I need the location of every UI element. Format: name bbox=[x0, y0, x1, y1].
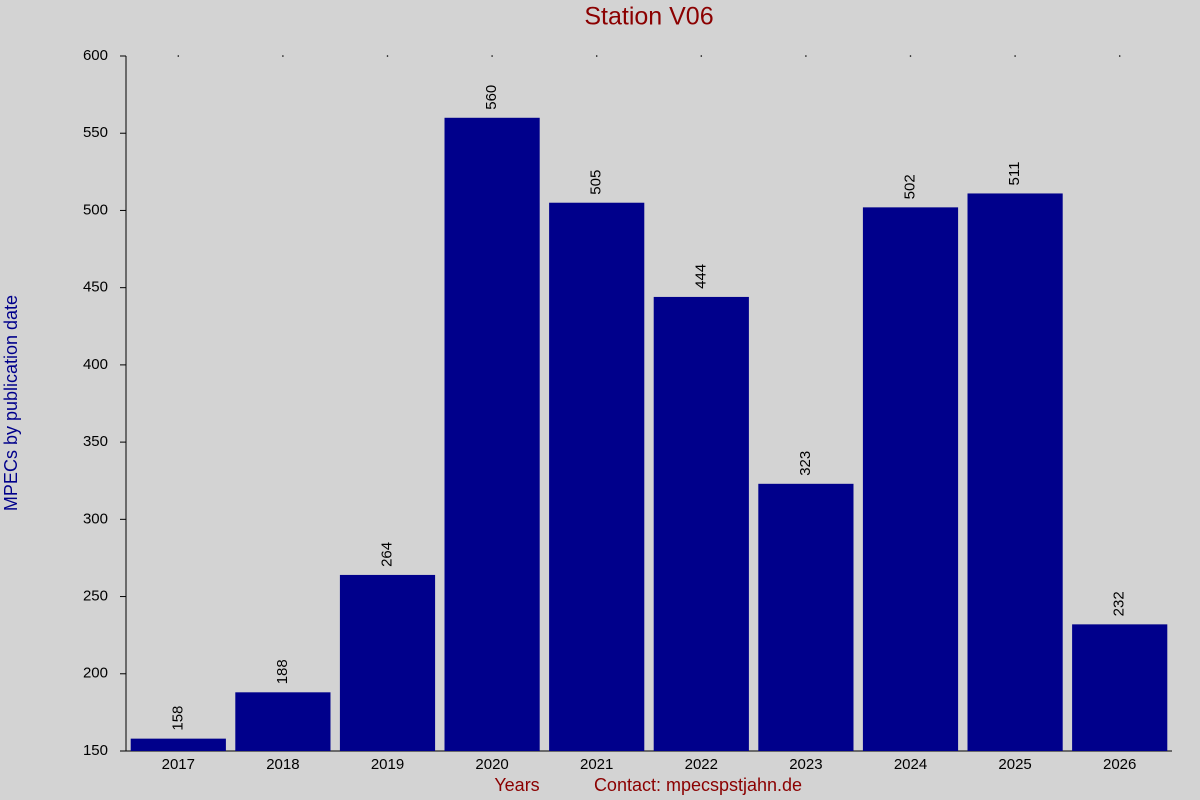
x-tick-label: 2017 bbox=[162, 756, 195, 773]
bar bbox=[1072, 624, 1168, 751]
x-tick-label: 2023 bbox=[789, 756, 822, 773]
annotation: Contact: mpecspstjahn.de bbox=[594, 775, 802, 795]
x-tick-label: 2025 bbox=[998, 756, 1031, 773]
value-label: 158 bbox=[169, 706, 186, 731]
top-dot bbox=[700, 55, 703, 57]
x-tick-label: 2024 bbox=[894, 756, 927, 773]
y-tick-label: 150 bbox=[83, 742, 108, 759]
x-tick-label: 2021 bbox=[580, 756, 613, 773]
value-label: 505 bbox=[588, 170, 605, 195]
x-tick-label: 2026 bbox=[1103, 756, 1136, 773]
y-tick-label: 550 bbox=[83, 124, 108, 141]
x-tick-label: 2019 bbox=[371, 756, 404, 773]
value-label: 188 bbox=[274, 659, 291, 684]
y-tick-label: 200 bbox=[83, 665, 108, 682]
top-dot bbox=[1118, 55, 1121, 57]
y-tick-label: 300 bbox=[83, 510, 108, 527]
bar bbox=[653, 296, 749, 751]
top-dot bbox=[1014, 55, 1016, 57]
value-label: 232 bbox=[1111, 591, 1128, 616]
y-tick-label: 600 bbox=[83, 47, 108, 64]
y-tick-label: 500 bbox=[83, 201, 108, 218]
y-axis-label: MPECs by publication date bbox=[1, 295, 21, 511]
bar bbox=[862, 207, 959, 751]
y-tick-label: 350 bbox=[83, 433, 108, 450]
y-tick-label: 400 bbox=[83, 356, 108, 373]
x-axis-label: Years bbox=[494, 775, 539, 795]
top-dot bbox=[177, 55, 180, 57]
x-tick-label: 2020 bbox=[475, 756, 508, 773]
top-dot bbox=[595, 55, 598, 57]
x-tick-label: 2022 bbox=[685, 756, 718, 773]
bar bbox=[130, 738, 226, 751]
bar bbox=[549, 202, 645, 751]
value-label: 444 bbox=[692, 264, 709, 289]
value-label: 323 bbox=[797, 451, 814, 476]
top-dot bbox=[386, 55, 389, 57]
bar bbox=[444, 117, 540, 752]
chart-title: Station V06 bbox=[584, 3, 713, 31]
value-label: 502 bbox=[901, 174, 918, 199]
bar bbox=[967, 193, 1063, 751]
top-dot bbox=[805, 55, 807, 57]
value-label: 511 bbox=[1006, 162, 1023, 186]
value-label: 560 bbox=[483, 85, 500, 110]
x-tick-label: 2018 bbox=[266, 756, 299, 773]
top-dot bbox=[909, 55, 912, 57]
top-dot bbox=[491, 55, 493, 57]
bar bbox=[235, 692, 331, 751]
y-tick-label: 250 bbox=[83, 588, 108, 605]
bar bbox=[758, 483, 854, 751]
bar bbox=[339, 574, 436, 751]
value-label: 264 bbox=[378, 542, 395, 567]
top-dot bbox=[282, 55, 284, 57]
y-tick-label: 450 bbox=[83, 279, 108, 296]
